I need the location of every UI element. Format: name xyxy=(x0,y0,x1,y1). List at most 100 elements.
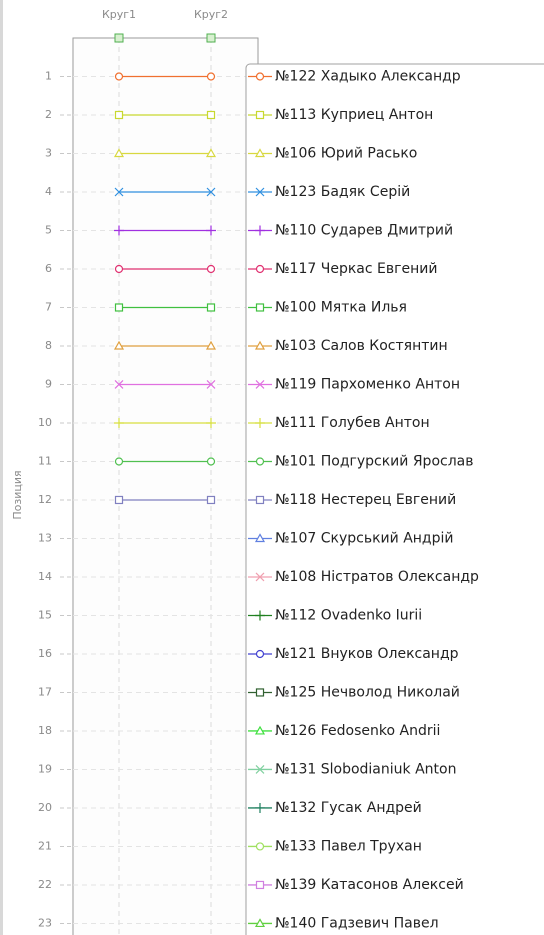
legend-label: №123 Бадяк Серій xyxy=(275,184,410,200)
legend-label: №140 Гадзевич Павел xyxy=(275,915,439,931)
legend-marker xyxy=(255,264,265,274)
y-tick-label: 4 xyxy=(45,185,52,198)
x-tick-label: Круг1 xyxy=(102,8,136,21)
marker xyxy=(114,225,124,236)
legend-label: №108 Ністратов Олександр xyxy=(275,569,479,585)
marker xyxy=(206,417,216,428)
legend-marker xyxy=(255,417,265,428)
y-tick-label: 19 xyxy=(38,762,52,775)
legend-label: №117 Черкас Евгений xyxy=(275,261,437,277)
marker xyxy=(206,264,216,274)
top-marker xyxy=(114,33,124,43)
marker xyxy=(206,303,216,312)
legend-marker xyxy=(254,725,266,735)
y-tick-label: 11 xyxy=(38,454,52,467)
legend-marker xyxy=(255,572,265,582)
marker xyxy=(205,340,217,350)
legend-marker xyxy=(255,187,265,197)
marker xyxy=(205,148,217,158)
y-tick-label: 1 xyxy=(45,69,52,82)
legend-marker xyxy=(255,688,265,697)
legend-marker xyxy=(255,649,265,659)
y-tick-label: 21 xyxy=(38,839,52,852)
y-tick-label: 3 xyxy=(45,146,52,159)
marker xyxy=(114,187,124,197)
legend-label: №131 Slobodianiuk Anton xyxy=(275,761,456,777)
legend-label: №112 Ovadenko Iurii xyxy=(275,607,422,623)
legend-label: №122 Хадыко Александр xyxy=(275,68,461,84)
legend-label: №107 Скурський Андрій xyxy=(275,530,453,546)
marker xyxy=(114,495,124,505)
x-tick-label: Круг2 xyxy=(194,8,228,21)
y-tick-label: 16 xyxy=(38,647,52,660)
legend-marker xyxy=(255,610,265,621)
y-tick-label: 9 xyxy=(45,377,52,390)
legend-marker xyxy=(255,110,265,120)
legend-label: №132 Гусак Андрей xyxy=(275,800,422,816)
y-tick-label: 15 xyxy=(38,608,52,621)
legend-marker xyxy=(255,380,265,389)
legend-marker xyxy=(254,340,266,350)
y-tick-label: 20 xyxy=(38,801,52,814)
y-tick-label: 2 xyxy=(45,108,52,121)
marker xyxy=(206,380,216,389)
y-tick-label: 18 xyxy=(38,724,52,737)
legend-label: №118 Нестерец Евгений xyxy=(275,492,456,508)
marker xyxy=(114,303,124,312)
legend-marker xyxy=(254,533,266,543)
legend-marker xyxy=(255,842,265,851)
legend-label: №113 Куприец Антон xyxy=(275,107,433,123)
legend-marker xyxy=(254,148,266,158)
legend-label: №100 Мятка Илья xyxy=(275,299,407,315)
marker xyxy=(114,110,124,120)
legend-label: №101 Подгурский Ярослав xyxy=(275,453,474,469)
legend-marker xyxy=(255,72,265,81)
legend-label: №133 Павел Трухан xyxy=(275,838,422,854)
marker xyxy=(114,417,124,428)
y-tick-label: 17 xyxy=(38,685,52,698)
plot-area xyxy=(72,37,259,935)
marker xyxy=(206,110,216,120)
marker xyxy=(114,72,124,81)
marker xyxy=(206,457,216,466)
legend-marker xyxy=(254,918,266,928)
y-tick-label: 22 xyxy=(38,878,52,891)
legend-marker xyxy=(255,802,265,813)
marker xyxy=(206,187,216,197)
legend-label: №125 Нечволод Николай xyxy=(275,684,460,700)
marker xyxy=(206,495,216,505)
y-tick-label: 6 xyxy=(45,262,52,275)
top-marker xyxy=(206,33,216,43)
marker xyxy=(114,380,124,389)
y-tick-label: 7 xyxy=(45,300,52,313)
y-axis-label: Позиция xyxy=(11,470,24,519)
y-tick-label: 23 xyxy=(38,916,52,929)
marker xyxy=(113,340,125,350)
marker xyxy=(206,225,216,236)
legend-label: №139 Катасонов Алексей xyxy=(275,877,464,893)
legend-label: №103 Салов Костянтин xyxy=(275,338,448,354)
legend-marker xyxy=(255,765,265,774)
legend-marker xyxy=(255,225,265,236)
legend-label: №119 Пархоменко Антон xyxy=(275,376,460,392)
legend-marker xyxy=(255,457,265,466)
marker xyxy=(114,457,124,466)
legend-marker xyxy=(255,303,265,312)
side-edge xyxy=(0,0,3,935)
y-tick-label: 5 xyxy=(45,223,52,236)
legend-label: №110 Сударев Дмитрий xyxy=(275,222,453,238)
y-tick-label: 10 xyxy=(38,416,52,429)
legend-label: №111 Голубев Антон xyxy=(275,415,430,431)
legend-marker xyxy=(255,495,265,505)
y-tick-label: 14 xyxy=(38,570,52,583)
legend-marker xyxy=(255,880,265,890)
y-tick-label: 12 xyxy=(38,493,52,506)
marker xyxy=(114,264,124,274)
legend-box xyxy=(245,63,544,935)
marker xyxy=(206,72,216,81)
y-tick-label: 8 xyxy=(45,339,52,352)
legend-label: №121 Внуков Олександр xyxy=(275,646,459,662)
legend-label: №126 Fedosenko Andrii xyxy=(275,723,440,739)
legend-label: №106 Юрий Расько xyxy=(275,145,417,161)
